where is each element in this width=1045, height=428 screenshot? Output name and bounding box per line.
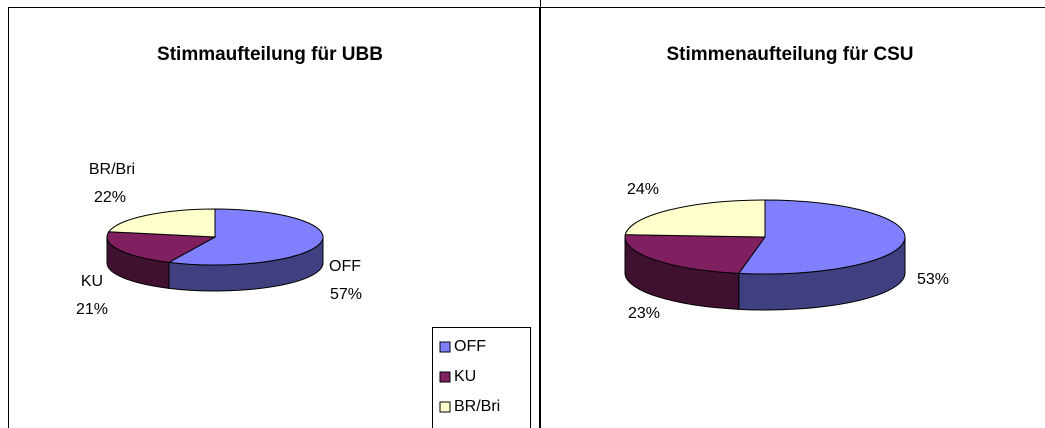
legend-label: BR/Bri bbox=[454, 398, 500, 415]
data-label: 53% bbox=[917, 271, 949, 288]
pie-slice bbox=[107, 208, 216, 238]
chart-title: Stimmenaufteilung für CSU bbox=[666, 44, 913, 65]
pie-slice bbox=[624, 234, 766, 274]
legend-label: KU bbox=[454, 368, 476, 385]
pie-slice bbox=[106, 231, 217, 263]
data-label: 24% bbox=[627, 181, 659, 198]
legend-swatch bbox=[439, 401, 451, 413]
data-label: 21% bbox=[76, 301, 108, 318]
legend-label: OFF bbox=[454, 338, 486, 355]
legend-swatch bbox=[439, 371, 451, 383]
pie-slice bbox=[624, 199, 766, 238]
chart-title: Stimmaufteilung für UBB bbox=[157, 44, 383, 65]
slice-category-label: OFF bbox=[329, 258, 361, 275]
data-label: 23% bbox=[628, 305, 660, 322]
legend-swatch bbox=[439, 341, 451, 353]
slice-category-label: BR/Bri bbox=[89, 161, 135, 178]
slice-category-label: KU bbox=[81, 273, 103, 290]
data-label: 57% bbox=[330, 286, 362, 303]
pie-slice bbox=[737, 199, 906, 275]
data-label: 22% bbox=[94, 189, 126, 206]
pie-slice bbox=[167, 208, 324, 266]
panel-border bbox=[8, 7, 540, 428]
